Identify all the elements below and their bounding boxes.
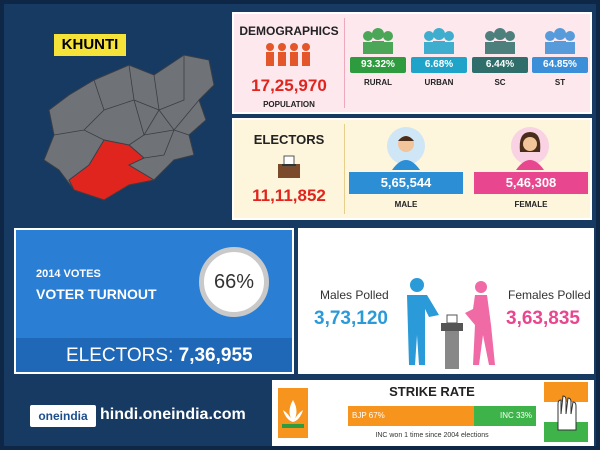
strike-bar-label: INC 33% (499, 411, 532, 420)
male-icon (387, 127, 425, 170)
electors-panel: ELECTORS 11,11,852 5,65,544 5,46,308 MAL… (232, 118, 592, 220)
females-polled-label: Females Polled (508, 288, 591, 302)
population-label: POPULATION (263, 100, 315, 109)
group-label: RURAL (364, 78, 392, 87)
group-label: URBAN (424, 78, 454, 87)
strike-bar-label: BJP 67% (352, 411, 385, 420)
population-value: 17,25,970 (251, 76, 327, 95)
turnout-year: 2014 VOTES (36, 268, 101, 280)
group-value: 6.68% (411, 57, 467, 73)
group-value: 6.44% (472, 57, 528, 73)
female-value: 5,46,308 (474, 172, 588, 194)
map (43, 54, 215, 201)
state-map (43, 54, 215, 201)
district-label: KHUNTI (54, 34, 126, 56)
turnout-electors: ELECTORS: 7,36,955 (66, 345, 253, 367)
group-icon (360, 28, 396, 54)
bjp-symbol (278, 388, 308, 438)
electors-value: 7,36,955 (178, 345, 253, 366)
electors-total: 11,11,852 (252, 186, 326, 205)
electors-title: ELECTORS (253, 132, 325, 147)
logo: oneindia (30, 405, 96, 427)
group-value: 93.32% (350, 57, 406, 73)
demographics-title: DEMOGRAPHICS (239, 24, 339, 38)
group-icon (421, 28, 457, 54)
inc-symbol (544, 382, 588, 442)
males-polled-value: 3,73,120 (314, 308, 388, 329)
polled-panel: Males Polled 3,73,120 Females Polled 3,6… (298, 228, 594, 374)
voters-illustration (407, 278, 495, 369)
group-value: 64.85% (532, 57, 588, 73)
group-label: SC (494, 78, 506, 87)
group-figures (424, 28, 454, 54)
population-icon (266, 43, 310, 66)
group-icon (542, 28, 578, 54)
ballot-icon (278, 155, 300, 178)
district-highlight (68, 139, 156, 201)
males-polled-label: Males Polled (320, 288, 389, 302)
group-figures (545, 28, 575, 54)
strike-bar (348, 406, 474, 426)
turnout-percent: 66% (199, 247, 269, 317)
group-figures (363, 28, 393, 54)
demographics-panel: DEMOGRAPHICS 17,25,970 POPULATION 93.32%… (232, 12, 592, 114)
male-label: MALE (394, 200, 418, 209)
strike-rate-panel: STRIKE RATE BJP 67% INC 33% INC won 1 tim… (272, 380, 594, 446)
map-borders (53, 55, 200, 159)
electors-label: ELECTORS: (66, 345, 174, 366)
turnout-title: VOTER TURNOUT (36, 286, 157, 302)
group-label: ST (554, 78, 566, 87)
female-label: FEMALE (514, 200, 548, 209)
site[interactable]: hindi.oneindia.com (100, 406, 246, 423)
females-polled-value: 3,63,835 (506, 308, 580, 329)
turnout-panel: 2014 VOTES VOTER TURNOUT 66% ELECTORS: 7… (14, 228, 294, 374)
female-icon (511, 127, 549, 170)
male-value: 5,65,544 (349, 172, 463, 194)
strike-rate-title: STRIKE RATE (389, 384, 475, 399)
strike-bar (473, 406, 536, 426)
group-figures (485, 28, 515, 54)
group-icon (482, 28, 518, 54)
strike-rate-note: INC won 1 time since 2004 elections (375, 432, 489, 439)
